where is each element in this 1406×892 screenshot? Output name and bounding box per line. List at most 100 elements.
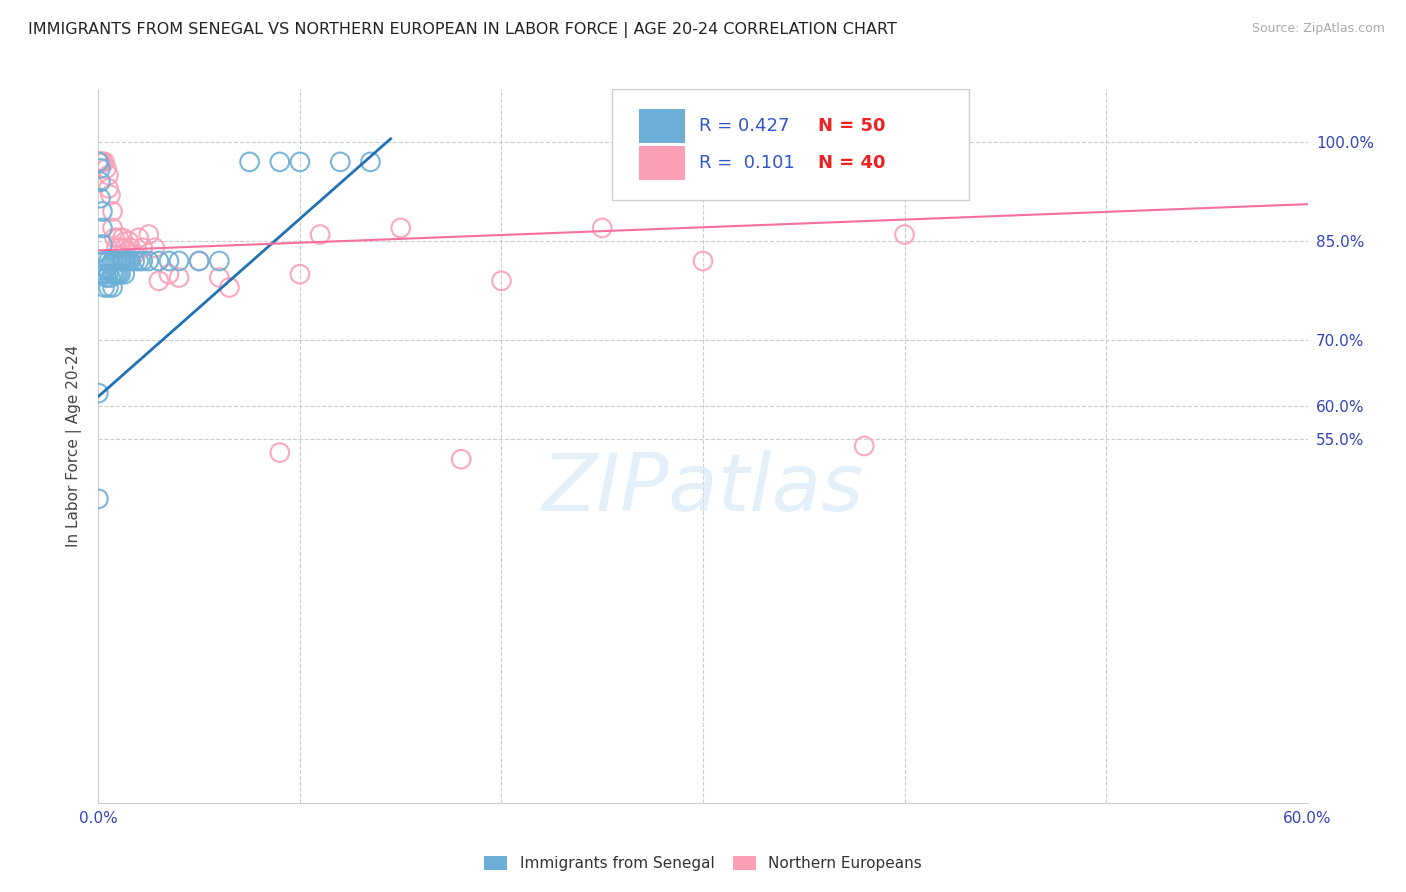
Point: [110, 267, 132, 281]
Point: [309, 227, 332, 242]
Point: [105, 241, 128, 255]
Point: [853, 439, 876, 453]
Point: [101, 221, 124, 235]
Point: [450, 452, 472, 467]
Point: [114, 267, 136, 281]
Bar: [638, 145, 685, 180]
Point: [132, 254, 155, 268]
Point: [148, 254, 170, 268]
Point: [208, 270, 231, 285]
Point: [491, 274, 513, 288]
Point: [329, 154, 352, 169]
Point: [96, 161, 118, 176]
Text: Source: ZipAtlas.com: Source: ZipAtlas.com: [1251, 22, 1385, 36]
Point: [103, 267, 125, 281]
Point: [93, 280, 115, 294]
Point: [118, 254, 141, 268]
Point: [120, 241, 142, 255]
Point: [100, 188, 122, 202]
Point: [87, 154, 110, 169]
Point: [96, 270, 118, 285]
Point: [107, 267, 129, 281]
Point: [157, 267, 180, 281]
Point: [269, 154, 291, 169]
Point: [100, 257, 122, 271]
Point: [101, 254, 124, 268]
Point: [103, 254, 125, 268]
Point: [110, 241, 132, 255]
Point: [157, 254, 180, 268]
Text: N = 40: N = 40: [818, 153, 886, 171]
FancyBboxPatch shape: [613, 89, 969, 200]
Point: [97, 254, 120, 268]
Point: [97, 168, 120, 182]
Point: [188, 254, 211, 268]
Point: [389, 221, 412, 235]
Point: [120, 254, 142, 268]
Point: [115, 254, 138, 268]
Point: [893, 227, 915, 242]
Point: [111, 231, 134, 245]
Point: [138, 254, 160, 268]
Point: [114, 254, 136, 268]
Point: [97, 280, 120, 294]
Point: [89, 154, 111, 169]
Point: [107, 254, 129, 268]
Point: [124, 254, 146, 268]
Point: [91, 204, 114, 219]
Point: [87, 386, 110, 401]
Point: [91, 221, 114, 235]
Point: [97, 267, 120, 281]
Point: [128, 231, 150, 245]
Point: [591, 221, 613, 235]
Point: [110, 254, 132, 268]
Bar: [638, 109, 685, 144]
Point: [118, 234, 141, 248]
Point: [87, 491, 110, 506]
Point: [128, 254, 150, 268]
Point: [239, 154, 262, 169]
Point: [89, 191, 111, 205]
Point: [103, 231, 125, 245]
Text: IMMIGRANTS FROM SENEGAL VS NORTHERN EUROPEAN IN LABOR FORCE | AGE 20-24 CORRELAT: IMMIGRANTS FROM SENEGAL VS NORTHERN EURO…: [28, 22, 897, 38]
Point: [96, 260, 118, 275]
Point: [91, 237, 114, 252]
Point: [107, 231, 129, 245]
Point: [105, 254, 128, 268]
Point: [360, 154, 382, 169]
Point: [138, 227, 160, 242]
Point: [91, 154, 114, 169]
Point: [167, 270, 190, 285]
Point: [93, 154, 115, 169]
Point: [100, 270, 122, 285]
Point: [101, 280, 124, 294]
Point: [208, 254, 231, 268]
Point: [89, 175, 111, 189]
Point: [101, 204, 124, 219]
Point: [188, 254, 211, 268]
Point: [167, 254, 190, 268]
Point: [97, 181, 120, 195]
Point: [89, 161, 111, 176]
Text: ZIPatlas: ZIPatlas: [541, 450, 865, 528]
Point: [218, 280, 240, 294]
Text: N = 50: N = 50: [818, 118, 886, 136]
Legend: Immigrants from Senegal, Northern Europeans: Immigrants from Senegal, Northern Europe…: [478, 850, 928, 877]
Text: R = 0.427: R = 0.427: [699, 118, 790, 136]
Point: [132, 241, 155, 255]
Point: [143, 241, 166, 255]
Point: [124, 247, 146, 261]
Point: [148, 274, 170, 288]
Text: R =  0.101: R = 0.101: [699, 153, 796, 171]
Point: [269, 445, 291, 459]
Point: [101, 267, 124, 281]
Point: [105, 267, 128, 281]
Point: [288, 267, 311, 281]
Point: [93, 267, 115, 281]
Point: [114, 241, 136, 255]
Point: [93, 254, 115, 268]
Point: [87, 154, 110, 169]
Point: [89, 154, 111, 169]
Point: [288, 154, 311, 169]
Point: [111, 254, 134, 268]
